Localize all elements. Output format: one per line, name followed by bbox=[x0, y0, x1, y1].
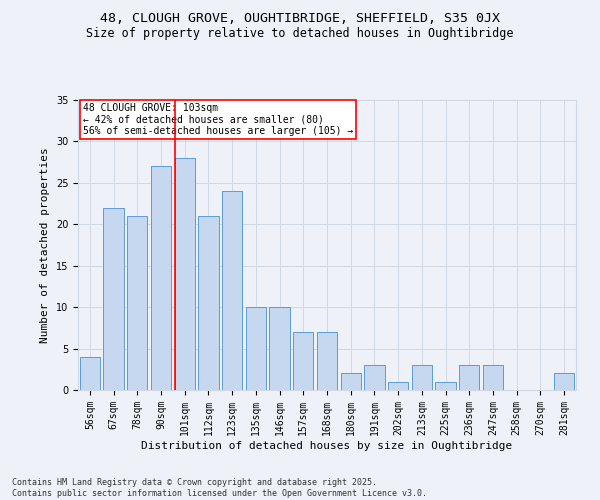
Bar bbox=[554, 374, 574, 390]
Text: Contains HM Land Registry data © Crown copyright and database right 2025.
Contai: Contains HM Land Registry data © Crown c… bbox=[12, 478, 427, 498]
Bar bbox=[103, 208, 124, 390]
Bar bbox=[222, 191, 242, 390]
Bar bbox=[436, 382, 455, 390]
Text: 48 CLOUGH GROVE: 103sqm
← 42% of detached houses are smaller (80)
56% of semi-de: 48 CLOUGH GROVE: 103sqm ← 42% of detache… bbox=[83, 103, 353, 136]
Bar bbox=[127, 216, 148, 390]
X-axis label: Distribution of detached houses by size in Oughtibridge: Distribution of detached houses by size … bbox=[142, 440, 512, 450]
Bar bbox=[151, 166, 171, 390]
Bar bbox=[269, 307, 290, 390]
Bar bbox=[364, 365, 385, 390]
Text: 48, CLOUGH GROVE, OUGHTIBRIDGE, SHEFFIELD, S35 0JX: 48, CLOUGH GROVE, OUGHTIBRIDGE, SHEFFIEL… bbox=[100, 12, 500, 26]
Bar bbox=[293, 332, 313, 390]
Bar bbox=[412, 365, 432, 390]
Bar bbox=[317, 332, 337, 390]
Bar bbox=[175, 158, 195, 390]
Bar bbox=[246, 307, 266, 390]
Bar bbox=[388, 382, 408, 390]
Bar bbox=[199, 216, 218, 390]
Y-axis label: Number of detached properties: Number of detached properties bbox=[40, 147, 50, 343]
Bar bbox=[483, 365, 503, 390]
Bar bbox=[80, 357, 100, 390]
Bar bbox=[341, 374, 361, 390]
Bar bbox=[459, 365, 479, 390]
Text: Size of property relative to detached houses in Oughtibridge: Size of property relative to detached ho… bbox=[86, 28, 514, 40]
